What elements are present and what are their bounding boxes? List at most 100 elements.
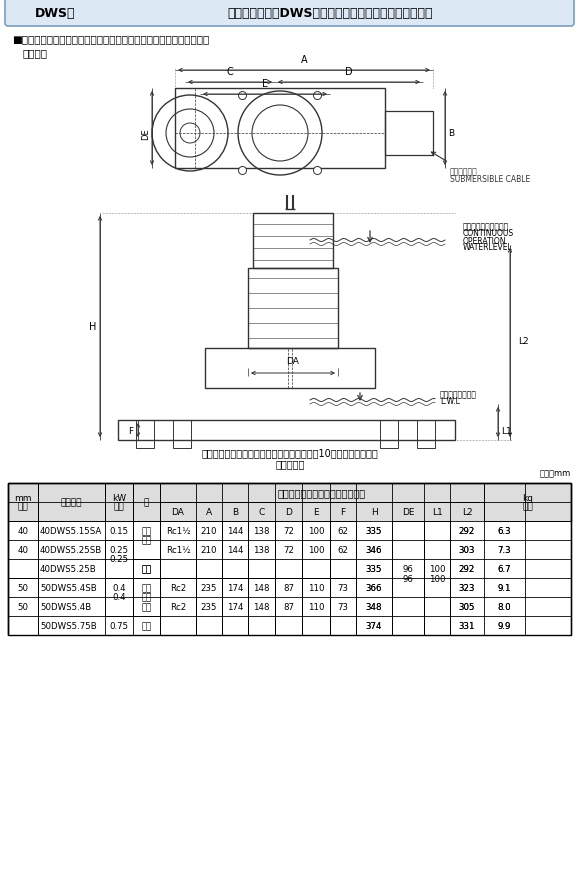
Text: 三相: 三相 <box>141 565 152 573</box>
Text: OPERATION: OPERATION <box>463 236 507 245</box>
Text: F: F <box>340 507 346 516</box>
Bar <box>330 502 356 522</box>
Bar <box>160 522 196 579</box>
Bar <box>330 522 356 579</box>
Text: 40DWS5.15SA: 40DWS5.15SA <box>40 527 102 536</box>
Text: 100: 100 <box>429 565 445 573</box>
Bar <box>160 502 196 522</box>
Bar <box>275 502 302 522</box>
Bar <box>105 540 133 579</box>
Text: F: F <box>129 426 134 435</box>
Bar <box>196 502 222 522</box>
Bar <box>38 484 105 522</box>
Text: 235: 235 <box>201 583 217 593</box>
Bar <box>275 522 302 579</box>
Text: Rc1½: Rc1½ <box>166 545 190 554</box>
Text: L2: L2 <box>518 336 529 345</box>
Text: 7.3: 7.3 <box>498 545 511 554</box>
Text: WATERLEVEL: WATERLEVEL <box>463 243 513 252</box>
Text: L2: L2 <box>461 507 472 516</box>
Text: 機　　名: 機 名 <box>61 498 82 507</box>
Text: 62: 62 <box>338 545 349 554</box>
Circle shape <box>313 168 321 176</box>
Text: DE: DE <box>402 507 414 516</box>
Text: 366: 366 <box>366 583 382 593</box>
Bar <box>392 522 424 636</box>
Bar <box>222 522 248 579</box>
Circle shape <box>239 168 247 176</box>
Text: 210: 210 <box>201 527 217 536</box>
Bar <box>302 502 330 522</box>
Text: 305: 305 <box>459 602 475 611</box>
Bar <box>173 421 191 449</box>
Text: 単相: 単相 <box>141 593 152 601</box>
Text: H: H <box>89 322 97 332</box>
Bar <box>8 502 571 522</box>
Text: 346: 346 <box>366 545 382 554</box>
Bar <box>133 579 160 616</box>
Text: 100: 100 <box>429 574 445 583</box>
Bar <box>356 502 392 522</box>
Text: 0.4: 0.4 <box>112 583 126 593</box>
Text: E: E <box>313 507 319 516</box>
Text: 9.9: 9.9 <box>498 622 511 630</box>
Text: 110: 110 <box>308 583 324 593</box>
Text: 292: 292 <box>459 527 475 536</box>
Text: 40: 40 <box>17 527 28 536</box>
Bar <box>8 484 571 502</box>
Text: L1: L1 <box>431 507 442 516</box>
Text: 62: 62 <box>338 527 349 536</box>
Text: 50: 50 <box>17 583 28 593</box>
Bar <box>380 421 398 449</box>
Bar <box>248 522 275 579</box>
Text: 50DWS5.4B: 50DWS5.4B <box>40 602 91 611</box>
Text: Rc2: Rc2 <box>170 583 186 593</box>
Text: 三相: 三相 <box>141 622 152 630</box>
FancyBboxPatch shape <box>5 0 574 27</box>
Bar <box>160 579 196 636</box>
Text: 235: 235 <box>201 602 217 611</box>
Text: Rc1½: Rc1½ <box>166 527 190 536</box>
Text: 174: 174 <box>227 583 243 593</box>
Text: 323: 323 <box>459 583 475 593</box>
Text: 210: 210 <box>201 545 217 554</box>
Text: 水中ケーブル: 水中ケーブル <box>450 167 478 176</box>
Text: 出力: 出力 <box>113 502 124 511</box>
Text: B: B <box>232 507 238 516</box>
Text: 単相: 単相 <box>141 536 152 545</box>
Text: 331: 331 <box>459 622 475 630</box>
Bar <box>175 89 385 169</box>
Text: ■外形寸法図　計画・実施に際しては納入仕様書をご請求ください。: ■外形寸法図 計画・実施に際しては納入仕様書をご請求ください。 <box>12 34 209 44</box>
Text: 6.7: 6.7 <box>498 565 511 573</box>
Bar <box>222 579 248 636</box>
Text: 9.1: 9.1 <box>498 583 511 593</box>
Text: 110: 110 <box>308 602 324 611</box>
Bar <box>8 522 38 579</box>
Text: 連続運転可能最低水位: 連続運転可能最低水位 <box>463 222 510 231</box>
Text: mm: mm <box>14 493 32 503</box>
Text: 96: 96 <box>402 574 413 583</box>
Text: A: A <box>206 507 212 516</box>
Bar <box>8 484 38 522</box>
Text: 72: 72 <box>283 545 294 554</box>
Text: 相: 相 <box>144 498 149 507</box>
Text: 50: 50 <box>17 602 28 611</box>
Text: kg: kg <box>522 493 533 503</box>
Text: 305: 305 <box>459 602 475 611</box>
Text: 292: 292 <box>459 565 475 573</box>
Bar <box>205 349 375 389</box>
Text: 335: 335 <box>366 565 382 573</box>
Text: 346: 346 <box>366 545 382 554</box>
Circle shape <box>239 92 247 100</box>
Text: 96: 96 <box>402 565 413 573</box>
Text: 0.75: 0.75 <box>109 622 129 630</box>
Text: 100: 100 <box>308 545 324 554</box>
Text: 331: 331 <box>459 622 475 630</box>
Text: 単位：mm: 単位：mm <box>540 469 571 478</box>
Bar <box>8 484 571 636</box>
Text: E: E <box>262 79 268 89</box>
Text: 単相: 単相 <box>141 583 152 593</box>
Bar <box>424 502 450 522</box>
Text: 非自動形: 非自動形 <box>22 48 47 58</box>
Text: 9.9: 9.9 <box>498 622 511 630</box>
